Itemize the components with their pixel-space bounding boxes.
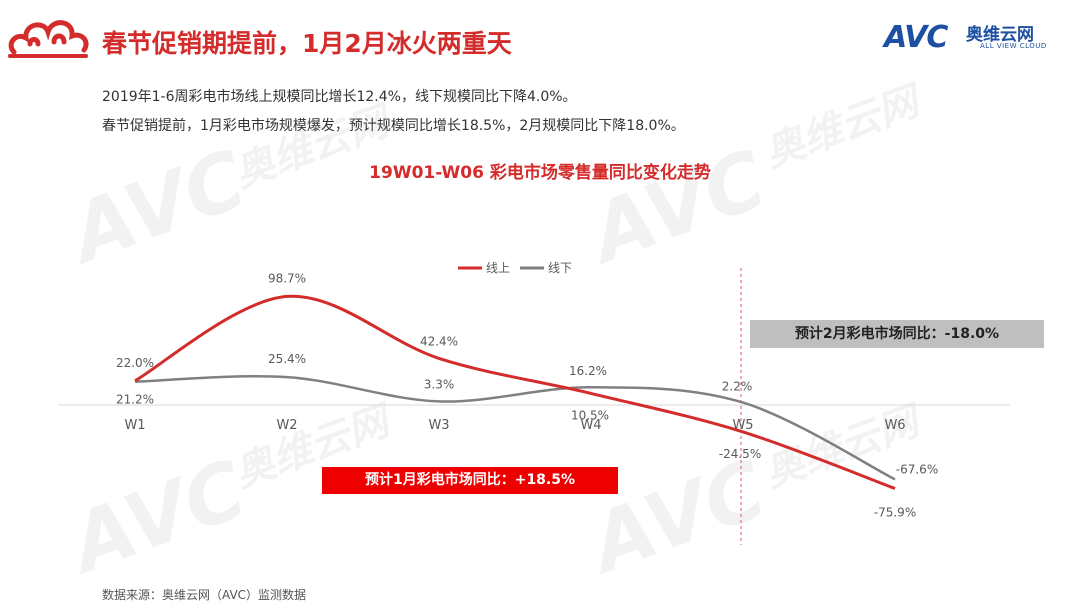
auspicious-cloud-icon	[8, 20, 89, 58]
chart-title: 19W01-W06 彩电市场零售量同比变化走势	[369, 163, 711, 183]
data-label: -67.6%	[896, 462, 938, 476]
x-tick-label: W6	[884, 418, 905, 433]
data-source: 数据来源：奥维云网（AVC）监测数据	[102, 588, 307, 602]
data-label: 2.2%	[722, 380, 753, 394]
x-tick-label: W2	[276, 418, 297, 433]
data-label: -24.5%	[719, 447, 761, 461]
x-tick-label: W1	[124, 418, 145, 433]
x-tick-label: W3	[428, 418, 449, 433]
data-label: 21.2%	[116, 393, 154, 407]
series-line-offline	[134, 375, 896, 481]
legend-label: 线上	[486, 261, 510, 275]
data-label: 22.0%	[116, 356, 154, 370]
slide-header: 春节促销期提前，1月2月冰火两重天 AVC 奥维云网 ALL VIEW CLOU…	[0, 0, 1080, 76]
legend-label: 线下	[548, 261, 572, 275]
avc-logo: AVC 奥维云网 ALL VIEW CLOUD	[884, 20, 1064, 56]
jan-forecast-note: 预计1月彩电市场同比：+18.5%	[322, 467, 618, 494]
series-line-online	[134, 294, 896, 490]
summary-line-1: 2019年1-6周彩电市场线上规模同比增长12.4%，线下规模同比下降4.0%。	[102, 89, 577, 105]
data-label: 42.4%	[420, 334, 458, 348]
data-label: -75.9%	[874, 505, 916, 519]
page-title: 春节促销期提前，1月2月冰火两重天	[102, 29, 512, 58]
data-label: 16.2%	[569, 364, 607, 378]
x-tick-label: W4	[580, 418, 601, 433]
summary-line-2: 春节促销提前，1月彩电市场规模爆发，预计规模同比增长18.5%，2月规模同比下降…	[102, 118, 685, 134]
data-label: 25.4%	[268, 352, 306, 366]
logo-cn: 奥维云网	[966, 25, 1034, 45]
feb-forecast-note: 预计2月彩电市场同比：-18.0%	[750, 320, 1044, 348]
logo-en: ALL VIEW CLOUD	[980, 42, 1047, 50]
data-label: 98.7%	[268, 271, 306, 285]
logo-mark: AVC	[884, 20, 948, 55]
data-label: 10.5%	[571, 408, 609, 422]
data-label: 3.3%	[424, 377, 455, 391]
